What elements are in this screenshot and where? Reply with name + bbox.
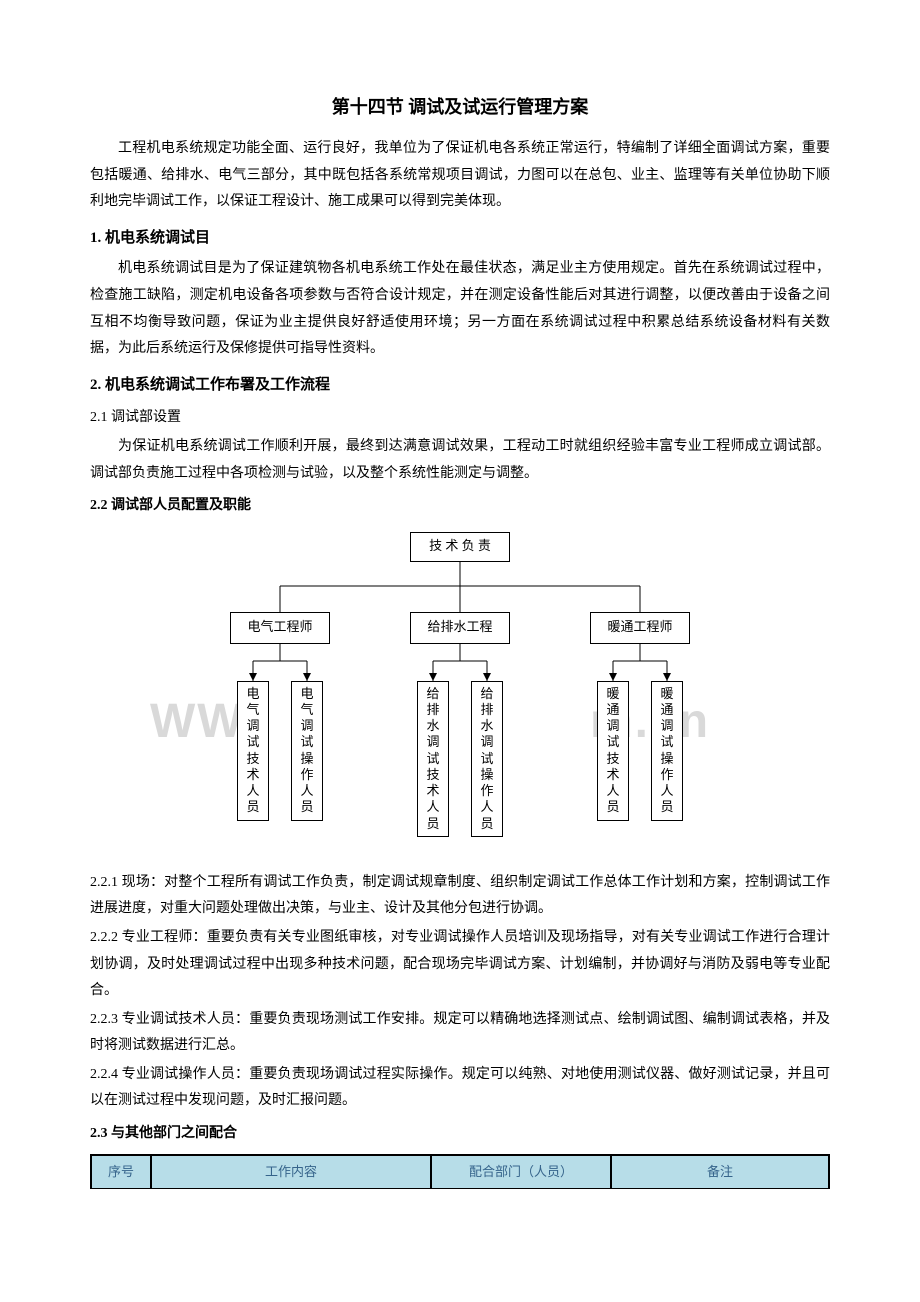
org-leaf-box-5: 暖通调试技术人员 xyxy=(597,681,629,821)
org-chart-lines xyxy=(90,526,830,866)
org-leaf-box-1: 电气调试技术人员 xyxy=(237,681,269,821)
table-header-cell: 工作内容 xyxy=(151,1155,431,1189)
section-1-heading: 1. 机电系统调试目 xyxy=(90,224,830,253)
para-2-2-1: 2.2.1 现场：对整个工程所有调试工作负责，制定调试规章制度、组织制定调试工作… xyxy=(90,870,830,923)
org-mid-box-1: 电气工程师 xyxy=(230,612,330,644)
org-leaf-box-2: 电气调试操作人员 xyxy=(291,681,323,821)
para-2-2-3: 2.2.3 专业调试技术人员：重要负责现场测试工作安排。规定可以精确地选择测试点… xyxy=(90,1007,830,1060)
table-header-cell: 配合部门（人员） xyxy=(431,1155,611,1189)
table-header-cell: 序号 xyxy=(91,1155,151,1189)
org-top-box: 技 术 负 责 xyxy=(410,532,510,562)
section-1-paragraph: 机电系统调试目是为了保证建筑物各机电系统工作处在最佳状态，满足业主方使用规定。首… xyxy=(90,256,830,362)
table-header-cell: 备注 xyxy=(611,1155,829,1189)
table-header-row: 序号 工作内容 配合部门（人员） 备注 xyxy=(91,1155,829,1189)
section-2-1-heading: 2.1 调试部设置 xyxy=(90,405,830,432)
org-chart: WW m.cn xyxy=(90,526,830,866)
intro-paragraph: 工程机电系统规定功能全面、运行良好，我单位为了保证机电各系统正常运行，特编制了详… xyxy=(90,136,830,216)
org-leaf-box-6: 暖通调试操作人员 xyxy=(651,681,683,821)
para-2-2-2: 2.2.2 专业工程师：重要负责有关专业图纸审核，对专业调试操作人员培训及现场指… xyxy=(90,925,830,1005)
org-leaf-box-4: 给排水调试操作人员 xyxy=(471,681,503,837)
org-leaf-box-3: 给排水调试技术人员 xyxy=(417,681,449,837)
document-page: 第十四节 调试及试运行管理方案 工程机电系统规定功能全面、运行良好，我单位为了保… xyxy=(0,0,920,1249)
para-2-2-4: 2.2.4 专业调试操作人员：重要负责现场调试过程实际操作。规定可以纯熟、对地使… xyxy=(90,1062,830,1115)
org-mid-box-3: 暖通工程师 xyxy=(590,612,690,644)
section-2-heading: 2. 机电系统调试工作布署及工作流程 xyxy=(90,371,830,400)
page-title: 第十四节 调试及试运行管理方案 xyxy=(90,90,830,124)
section-2-3-heading: 2.3 与其他部门之间配合 xyxy=(90,1121,830,1148)
section-2-2-heading: 2.2 调试部人员配置及职能 xyxy=(90,493,830,520)
org-mid-box-2: 给排水工程 xyxy=(410,612,510,644)
section-2-1-paragraph: 为保证机电系统调试工作顺利开展，最终到达满意调试效果，工程动工时就组织经验丰富专… xyxy=(90,434,830,487)
cooperation-table: 序号 工作内容 配合部门（人员） 备注 xyxy=(90,1154,830,1190)
